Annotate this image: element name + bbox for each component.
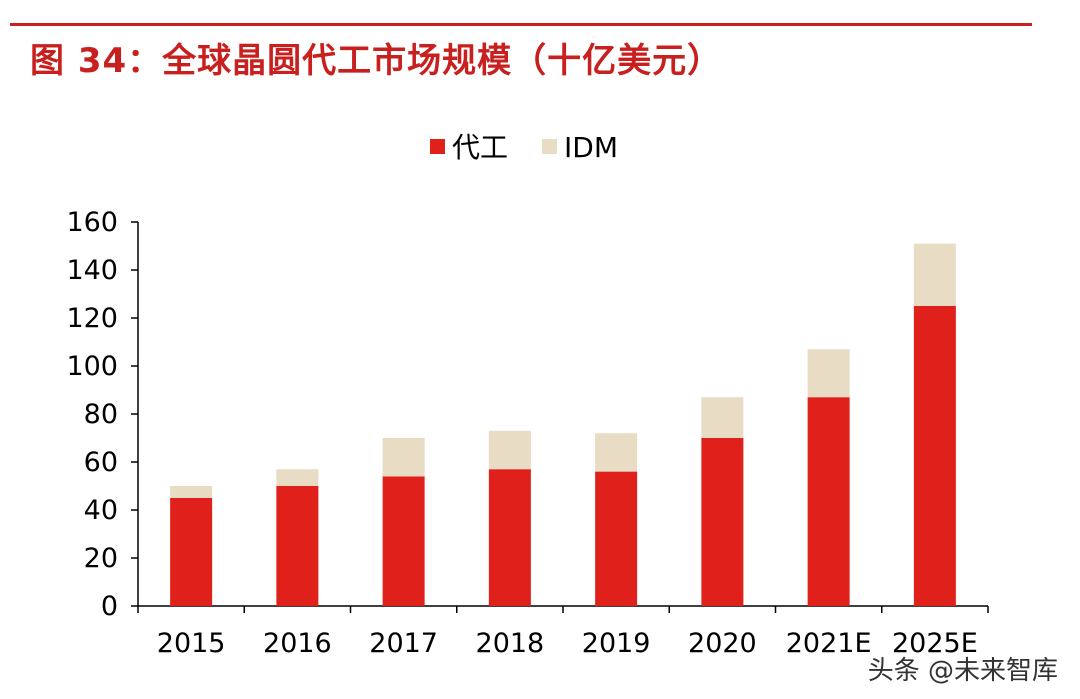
bars bbox=[170, 243, 956, 606]
y-tick-label: 100 bbox=[66, 351, 118, 382]
legend-swatch-idm bbox=[542, 139, 557, 154]
bar-foundry-2021E bbox=[807, 397, 850, 606]
legend-label-foundry: 代工 bbox=[452, 131, 508, 164]
bar-idm-2021E bbox=[807, 349, 850, 398]
x-tick-label: 2025E bbox=[892, 628, 978, 659]
x-tick-label: 2021E bbox=[786, 628, 872, 659]
title-rule bbox=[10, 23, 1032, 26]
y-tick-label: 140 bbox=[66, 255, 118, 286]
x-tick-labels: 2015 2016 2017 2018 2019 2020 2021E 2025E bbox=[157, 628, 978, 659]
bar-idm-2018 bbox=[488, 430, 531, 470]
legend: 代工 IDM bbox=[430, 131, 618, 164]
y-tick-label: 60 bbox=[84, 447, 118, 478]
legend-label-idm: IDM bbox=[564, 131, 618, 164]
bar-foundry-2019 bbox=[595, 471, 638, 606]
y-tick-label: 160 bbox=[66, 207, 118, 238]
x-tick-label: 2017 bbox=[369, 628, 438, 659]
x-tick-label: 2019 bbox=[582, 628, 651, 659]
y-tick-label: 20 bbox=[84, 543, 118, 574]
bar-foundry-2017 bbox=[382, 476, 425, 606]
y-tick-label: 80 bbox=[84, 399, 118, 430]
bar-idm-2017 bbox=[382, 438, 425, 477]
y-tick-label: 0 bbox=[101, 591, 118, 622]
bar-foundry-2020 bbox=[701, 438, 744, 606]
legend-swatch-foundry bbox=[430, 139, 445, 154]
bar-idm-2015 bbox=[170, 486, 213, 498]
bar-idm-2016 bbox=[276, 469, 319, 486]
bar-foundry-2018 bbox=[488, 469, 531, 606]
x-tick-label: 2016 bbox=[263, 628, 332, 659]
x-tick-label: 2020 bbox=[688, 628, 757, 659]
y-tick-label: 40 bbox=[84, 495, 118, 526]
bar-idm-2020 bbox=[701, 397, 744, 438]
bar-foundry-2016 bbox=[276, 486, 319, 606]
y-tick-label: 120 bbox=[66, 303, 118, 334]
bar-idm-2025E bbox=[913, 243, 956, 306]
x-tick-label: 2015 bbox=[157, 628, 226, 659]
x-tick-label: 2018 bbox=[476, 628, 545, 659]
bar-foundry-2025E bbox=[913, 306, 956, 606]
bar-idm-2019 bbox=[595, 433, 638, 472]
watermark: 头条 @未来智库 bbox=[867, 656, 1058, 686]
bar-foundry-2015 bbox=[170, 498, 213, 606]
figure-title: 图 34：全球晶圆代工市场规模（十亿美元） bbox=[30, 41, 723, 81]
